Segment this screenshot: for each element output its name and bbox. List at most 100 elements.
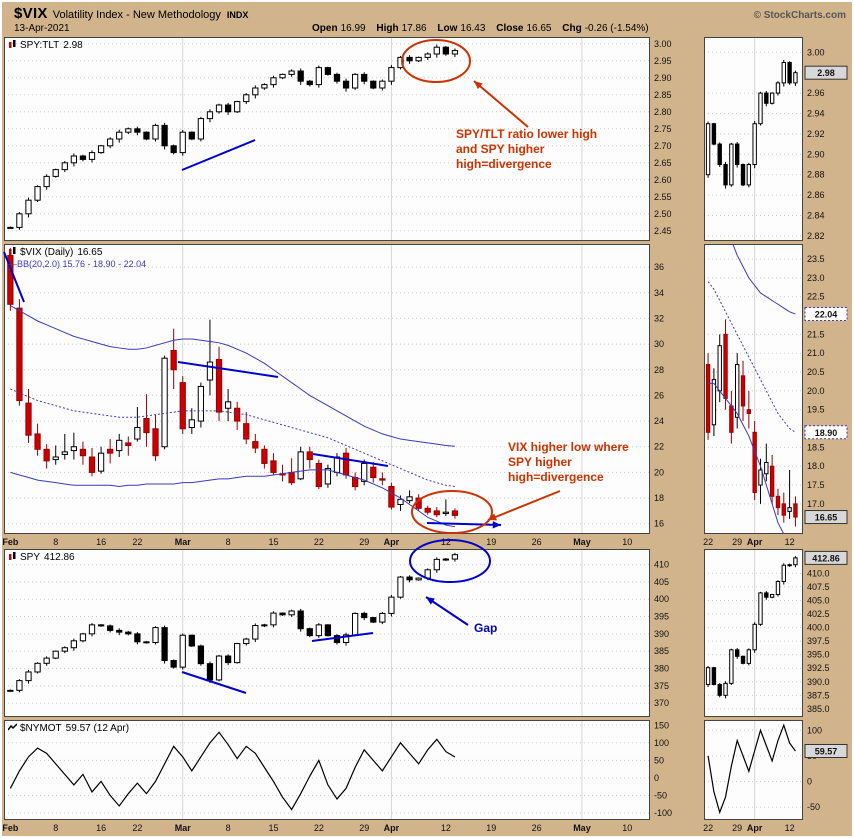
svg-text:Feb: Feb: [2, 537, 19, 547]
svg-text:12: 12: [785, 537, 795, 547]
svg-text:402.5: 402.5: [807, 609, 830, 619]
svg-text:10: 10: [622, 537, 632, 547]
svg-text:36: 36: [654, 262, 664, 272]
candlestick-icon: [8, 552, 17, 564]
date-axis-lower: Feb 8 16 22 Mar 8 15 22 29 Apr 12 19 26 May 10 22 29 Apr…: [2, 820, 850, 835]
svg-text:29: 29: [732, 537, 742, 547]
bollinger-lower: [708, 382, 785, 534]
svg-text:28: 28: [654, 365, 664, 375]
svg-text:18.5: 18.5: [807, 442, 825, 452]
ratio-panel: SPY:TLT 2.98 SPY/TLT ratio lower high and…: [4, 37, 704, 241]
nymot-panel-title: $NYMOT 59.57 (12 Apr): [7, 723, 129, 735]
svg-text:2.86: 2.86: [807, 190, 825, 200]
svg-text:22: 22: [132, 823, 142, 833]
svg-text:8: 8: [226, 823, 231, 833]
svg-text:16.65: 16.65: [815, 513, 838, 523]
svg-text:2.45: 2.45: [654, 226, 672, 236]
svg-text:22: 22: [132, 537, 142, 547]
svg-text:385: 385: [654, 646, 669, 656]
bollinger-lower: [10, 469, 456, 528]
svg-text:Mar: Mar: [175, 823, 192, 833]
bollinger-upper: [732, 244, 796, 315]
axis-value-box: [804, 510, 848, 525]
svg-text:Mar: Mar: [175, 537, 192, 547]
svg-text:26: 26: [654, 390, 664, 400]
svg-text:20.5: 20.5: [807, 367, 825, 377]
svg-text:Apr: Apr: [747, 537, 763, 547]
svg-text:16: 16: [96, 537, 106, 547]
m3-svg: 410.0 407.5 405.0 402.5 400.0 397.5 395.0 392.5…: [704, 549, 848, 717]
svg-text:59.57: 59.57: [815, 746, 838, 756]
svg-text:29: 29: [359, 823, 369, 833]
vix-mini-panel: 23.5 23.0 22.5 21.5 21.0 20.5 20.0 19.5 18.5 18.0…: [704, 244, 854, 534]
symbol: $VIX: [14, 5, 48, 22]
bollinger-middle: [10, 388, 455, 488]
svg-text:18.0: 18.0: [807, 461, 825, 471]
date-axis-upper: Feb 8 16 22 Mar 8 15 22 29 Apr 12 19 26 May 10 22 29 Apr…: [2, 534, 850, 549]
spy-higher-high-circle: [409, 539, 491, 583]
svg-text:Feb: Feb: [2, 823, 19, 833]
svg-text:24: 24: [654, 416, 664, 426]
svg-text:22.04: 22.04: [815, 310, 838, 320]
svg-text:May: May: [573, 537, 591, 547]
svg-text:2.70: 2.70: [654, 141, 672, 151]
ax1mini-svg: 22 29 Apr 12: [703, 537, 795, 547]
open-value: 16.99: [340, 23, 366, 34]
vix-panel-title: $VIX (Daily) 16.65: [8, 247, 102, 259]
bollinger-legend: —BB(20,2.0) 15.76 - 18.90 - 22.04: [8, 259, 147, 269]
svg-text:387.5: 387.5: [807, 690, 830, 700]
spy-last-value: 412.86: [44, 552, 75, 563]
vix-support-arrow: [426, 521, 502, 529]
vix-trendline-late: [312, 453, 389, 467]
svg-text:2.92: 2.92: [807, 129, 825, 139]
gap-arrow: [425, 596, 469, 626]
bollinger-middle: [707, 281, 796, 433]
svg-text:22: 22: [314, 823, 324, 833]
bollinger-upper: [10, 305, 455, 447]
svg-text:395: 395: [654, 612, 669, 622]
vix-trendline-mid: [177, 361, 279, 378]
vix-trendline-left: [3, 251, 25, 303]
svg-text:2.94: 2.94: [807, 109, 825, 119]
svg-text:405.0: 405.0: [807, 595, 830, 605]
svg-text:2.75: 2.75: [654, 124, 672, 134]
svg-text:8: 8: [53, 823, 58, 833]
svg-text:2.82: 2.82: [807, 231, 825, 241]
svg-text:-100: -100: [654, 808, 672, 818]
m2-svg: 23.5 23.0 22.5 21.5 21.0 20.5 20.0 19.5 18.5 18.0…: [704, 244, 848, 534]
svg-text:21.0: 21.0: [807, 348, 825, 358]
svg-text:397.5: 397.5: [807, 636, 830, 646]
svg-text:-50: -50: [807, 802, 820, 812]
low-value: 16.43: [460, 23, 486, 34]
svg-text:30: 30: [654, 339, 664, 349]
svg-text:392.5: 392.5: [807, 663, 830, 673]
svg-text:2.98: 2.98: [817, 68, 835, 78]
svg-text:May: May: [573, 823, 591, 833]
axis-value-box: [804, 743, 848, 758]
svg-text:2.88: 2.88: [807, 170, 825, 180]
line-chart-icon: [7, 723, 18, 735]
svg-text:2.50: 2.50: [654, 209, 672, 219]
svg-text:21.5: 21.5: [807, 329, 825, 339]
p3-svg: 410 405 400 395 390 385 380 375 370: [4, 539, 669, 717]
svg-text:3.00: 3.00: [654, 39, 672, 49]
high-value: 17.86: [401, 23, 427, 34]
ratio-divergence-note: SPY/TLT ratio lower high and SPY higher …: [456, 127, 598, 171]
symbol-description: Volatility Index - New Methodology: [52, 9, 221, 21]
svg-text:17.5: 17.5: [807, 480, 825, 490]
change-value: -0.26 (-1.54%): [584, 23, 649, 34]
svg-text:29: 29: [732, 823, 742, 833]
svg-text:16: 16: [96, 823, 106, 833]
svg-text:2.96: 2.96: [807, 88, 825, 98]
svg-text:400.0: 400.0: [807, 623, 830, 633]
svg-text:150: 150: [654, 720, 669, 730]
svg-text:390.0: 390.0: [807, 677, 830, 687]
p1-svg: 3.00 2.95 2.90 2.85 2.80 2.75 2.70 2.65 2.60 2.55…: [4, 37, 672, 241]
svg-text:19.5: 19.5: [807, 405, 825, 415]
svg-text:405: 405: [654, 577, 669, 587]
svg-text:Apr: Apr: [384, 537, 400, 547]
svg-text:410.0: 410.0: [807, 568, 830, 578]
chart-date: 13-Apr-2021: [14, 23, 70, 34]
svg-text:19: 19: [486, 537, 496, 547]
